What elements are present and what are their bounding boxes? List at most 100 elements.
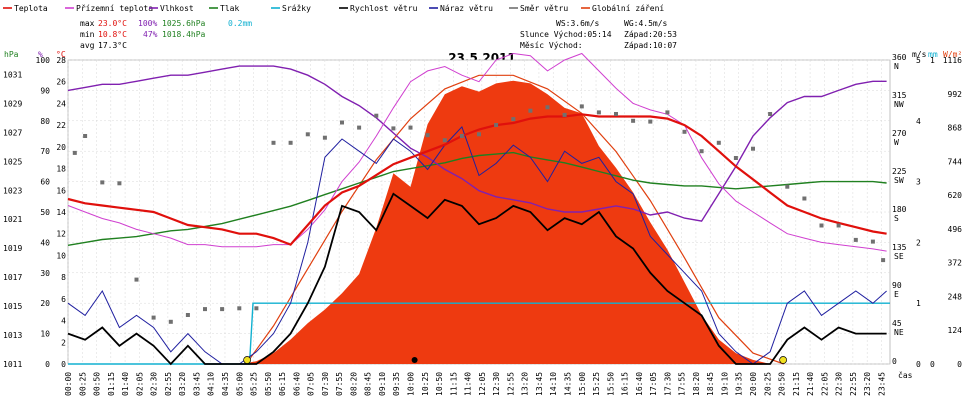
- x-tick-label: 12:05: [478, 372, 487, 396]
- x-tick-label: 22:05: [820, 372, 829, 396]
- wind-direction-point: [477, 132, 481, 137]
- temp-tick-label: 8: [61, 273, 66, 282]
- dir-tick-name: N: [894, 62, 899, 71]
- stat-min-temp: 10.8°C: [98, 30, 127, 39]
- series-line-hum: [67, 65, 887, 222]
- ms-tick-label: 5: [916, 56, 921, 65]
- x-tick-label: 02:30: [150, 372, 159, 396]
- wind-direction-point: [408, 125, 413, 130]
- wind-direction-point: [357, 125, 362, 130]
- x-tick-label: 21:15: [792, 372, 801, 396]
- wind-direction-point: [340, 120, 344, 125]
- hum-tick-label: 40: [40, 238, 50, 247]
- dir-tick-label: 180: [892, 205, 907, 214]
- wind-direction-point: [768, 112, 773, 116]
- stat-moon-set: Západ:10:07: [624, 41, 677, 50]
- x-tick-label: 12:30: [492, 372, 501, 396]
- ms-tick-label: 2: [916, 238, 921, 247]
- wind-direction-point: [596, 110, 601, 115]
- x-tick-label: 06:15: [278, 372, 287, 396]
- stat-sun-rise: Slunce Východ:05:14: [520, 30, 612, 39]
- hpa-tick-label: 1015: [3, 302, 22, 311]
- hpa-tick-label: 1017: [3, 273, 22, 282]
- x-tick-label: 00:00: [64, 372, 73, 396]
- wind-direction-point: [203, 307, 207, 312]
- x-tick-label: 11:40: [464, 372, 473, 396]
- legend: Teplota Přízemní teplota Vlhkost Tlak Srážky…: [3, 4, 664, 13]
- wind-direction-point: [72, 150, 77, 155]
- x-tick-label: 12:55: [506, 372, 515, 396]
- x-tick-label: 09:35: [392, 372, 401, 396]
- wind-direction-point: [562, 112, 567, 117]
- hum-tick-label: 50: [40, 208, 50, 217]
- dir-tick-name: NW: [894, 100, 904, 109]
- hum-tick-label: 90: [40, 86, 50, 95]
- x-tick-label: 05:25: [250, 372, 259, 396]
- wind-direction-layer: [72, 104, 886, 324]
- hpa-tick-label: 1027: [3, 128, 22, 137]
- wind-direction-point: [494, 123, 499, 127]
- wm2-tick-label: 0: [957, 360, 962, 369]
- wind-direction-point: [819, 223, 824, 228]
- wm2-tick-label: 372: [948, 259, 963, 268]
- wind-direction-point: [151, 315, 156, 320]
- wind-direction-point: [870, 239, 875, 244]
- dir-tick-label: 45: [892, 319, 902, 328]
- hum-tick-label: 100: [36, 56, 51, 65]
- x-tick-label: 03:45: [192, 372, 201, 396]
- x-tick-label: 20:25: [763, 372, 772, 396]
- x-tick-label: 17:05: [649, 372, 658, 396]
- hum-tick-label: 20: [40, 299, 50, 308]
- radiation-layer: [68, 74, 890, 365]
- wm2-tick-label: 992: [948, 90, 963, 99]
- wind-direction-point: [785, 184, 790, 189]
- stat-ws: WS:3.6m/s: [556, 19, 600, 28]
- temp-tick-label: 0: [61, 360, 66, 369]
- hpa-tick-label: 1023: [3, 186, 22, 195]
- dir-tick-name: NE: [894, 328, 904, 337]
- wind-direction-point: [254, 306, 259, 311]
- hpa-tick-label: 1025: [3, 157, 22, 166]
- wind-direction-point: [168, 319, 173, 324]
- dir-tick-name: S: [894, 214, 899, 223]
- wind-direction-point: [391, 126, 396, 131]
- dir-tick-name: E: [894, 290, 899, 299]
- legend-entry: Globální záření: [592, 4, 664, 13]
- temp-tick-label: 6: [61, 295, 66, 304]
- x-tick-label: 10:00: [407, 372, 416, 396]
- stat-wg: WG:4.5m/s: [624, 19, 668, 28]
- x-tick-label: 16:15: [621, 372, 630, 396]
- wm2-tick-label: 620: [948, 191, 963, 200]
- hum-tick-label: 0: [45, 360, 50, 369]
- x-tick-label: 16:40: [635, 372, 644, 396]
- temp-tick-label: 24: [56, 99, 66, 108]
- stat-min-hum: 47%: [143, 30, 158, 39]
- x-tick-label: 01:15: [107, 372, 116, 396]
- wind-direction-point: [322, 135, 327, 140]
- legend-entry: Přízemní teplota: [76, 4, 153, 13]
- hpa-tick-label: 1031: [3, 70, 22, 79]
- temp-tick-label: 2: [61, 338, 66, 347]
- x-tick-label: 19:10: [721, 372, 730, 396]
- temp-unit: °C: [56, 50, 66, 59]
- x-tick-label: 00:25: [78, 372, 87, 396]
- dir-tick-label: 360: [892, 53, 907, 62]
- ms-tick-label: 0: [916, 360, 921, 369]
- wind-direction-point: [528, 108, 533, 113]
- stat-avg-label: avg: [80, 41, 95, 50]
- ticks-layer: 1031102910271025102310211019101710151013…: [3, 53, 962, 396]
- wind-direction-point: [699, 149, 704, 154]
- x-tick-label: 14:10: [549, 372, 558, 396]
- hum-tick-label: 70: [40, 147, 50, 156]
- stat-min-label: min: [80, 30, 95, 39]
- hum-unit: %: [38, 50, 43, 59]
- x-tick-label: 17:55: [678, 372, 687, 396]
- legend-entry: Vlhkost: [160, 4, 194, 13]
- radiation-theoretical-line: [245, 74, 785, 365]
- hum-tick-label: 10: [40, 330, 50, 339]
- temp-tick-label: 10: [56, 251, 66, 260]
- x-tick-label: 06:40: [292, 372, 301, 396]
- dir-tick-name: W: [894, 138, 899, 147]
- x-tick-label: 23:20: [863, 372, 872, 396]
